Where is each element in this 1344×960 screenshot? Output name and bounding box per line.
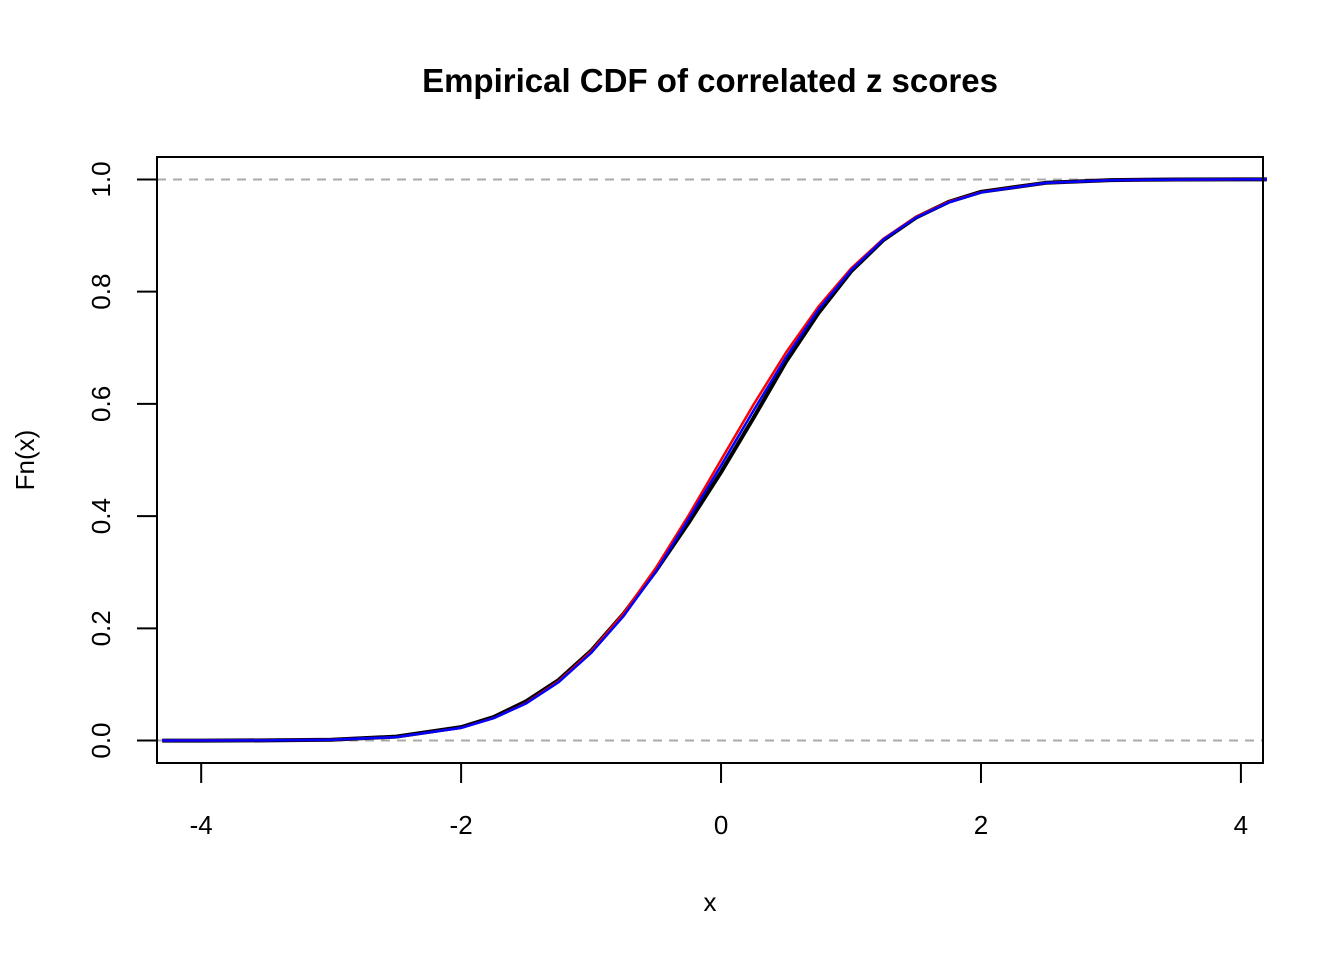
series-line-0 [162, 177, 1267, 743]
y-tick-label: 0.6 [86, 386, 116, 422]
y-axis-label: Fn(x) [10, 430, 40, 491]
x-tick-label: 0 [714, 810, 728, 840]
x-tick-label: -2 [450, 810, 473, 840]
series-line-2 [162, 178, 1267, 742]
x-axis-label: x [704, 887, 717, 917]
series-line-1 [162, 178, 1267, 742]
chart-title: Empirical CDF of correlated z scores [422, 62, 998, 99]
x-tick-label: 4 [1234, 810, 1248, 840]
y-tick-label: 1.0 [86, 161, 116, 197]
plot-frame [156, 156, 1264, 764]
y-tick-label: 0.4 [86, 498, 116, 534]
y-tick-label: 0.2 [86, 610, 116, 646]
y-tick-label: 0.0 [86, 722, 116, 758]
x-tick-label: -4 [190, 810, 213, 840]
y-tick-label: 0.8 [86, 274, 116, 310]
x-tick-label: 2 [974, 810, 988, 840]
